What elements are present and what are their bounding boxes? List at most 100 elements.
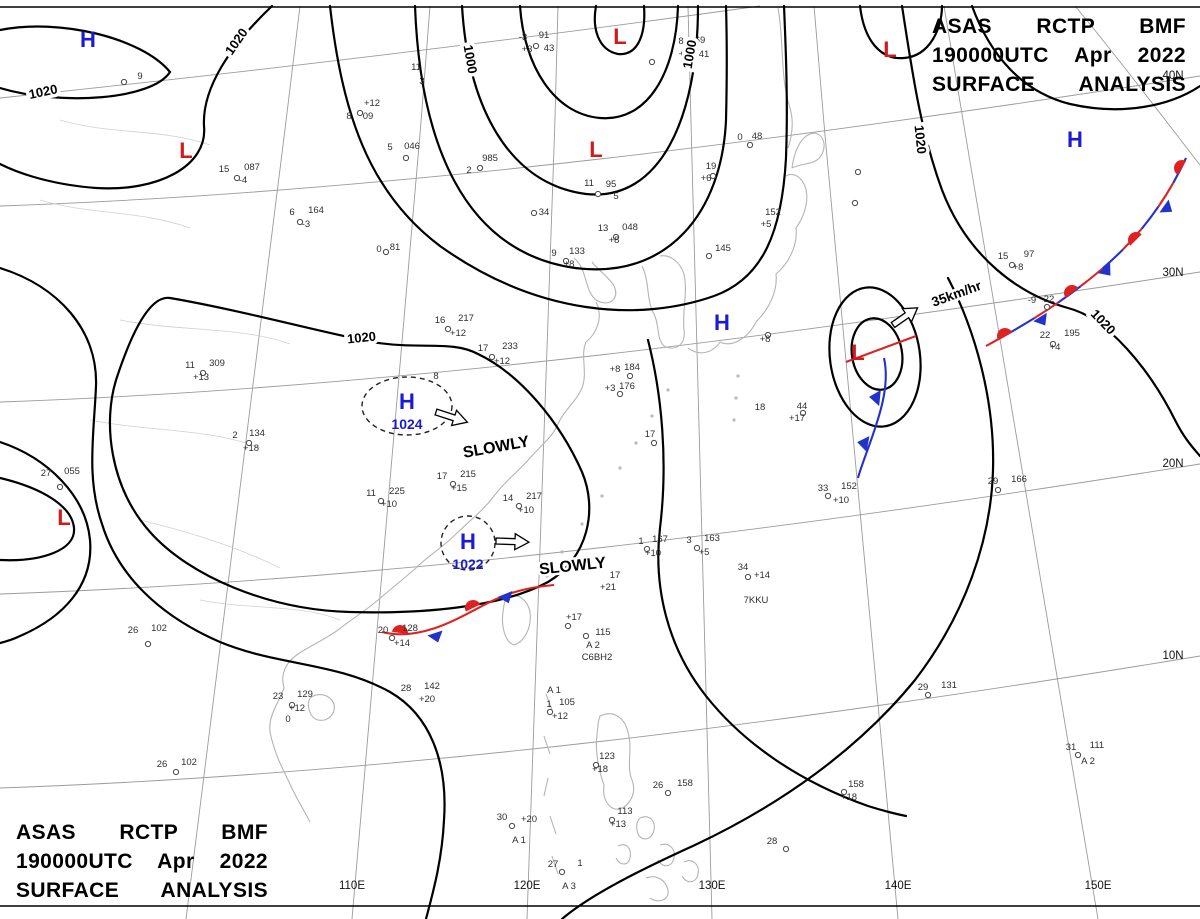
cold-front-symbol xyxy=(1097,262,1111,276)
isobar-label: 1000 xyxy=(461,44,481,75)
coast-philippine-islands xyxy=(615,816,699,902)
station-data-label: +18 xyxy=(841,792,857,803)
station-data-label: 215 xyxy=(460,469,476,480)
high-pressure-center: H xyxy=(460,529,476,554)
station-data-label: 167 xyxy=(652,534,668,545)
isobar-label: 1020 xyxy=(27,81,58,102)
isobar xyxy=(970,4,1200,111)
latitude-label: 30N xyxy=(1162,267,1183,279)
station-data-label: 128 xyxy=(402,623,418,634)
dashed-high-outline xyxy=(361,376,453,436)
station-data-label: 27 xyxy=(41,468,52,479)
station-data-label: 217 xyxy=(526,491,542,502)
island-dot xyxy=(618,466,622,470)
longitude-line xyxy=(526,5,559,919)
station-data-label: 217 xyxy=(458,313,474,324)
analysis-type: SURFACE ANALYSIS xyxy=(932,73,1186,96)
stationary-front-line xyxy=(985,157,1187,347)
low-pressure-center: L xyxy=(883,37,896,62)
station-data-label: +17 xyxy=(566,612,582,623)
station-data-label: 113 xyxy=(617,806,632,817)
station-data-label: 111 xyxy=(1090,740,1104,751)
station-data-label: 142 xyxy=(424,681,440,692)
station-data-label: 166 xyxy=(1011,474,1027,485)
station-data-label: 105 xyxy=(559,697,575,708)
isobar-label: 1020 xyxy=(222,25,251,57)
isobar xyxy=(328,4,788,312)
station-data-label: +12 xyxy=(450,328,466,339)
station-data-label: 0 xyxy=(285,714,290,725)
station-circle xyxy=(594,190,602,198)
station-circle xyxy=(1043,303,1051,311)
station-data-label: 48 xyxy=(752,131,763,142)
station-circle xyxy=(382,248,390,256)
river-line xyxy=(59,119,211,146)
isobar xyxy=(0,476,76,562)
station-data-label: 5 xyxy=(387,142,392,153)
dashed-high-outlines xyxy=(361,376,496,571)
isobar-low-oval xyxy=(828,286,922,428)
station-data-label: 33 xyxy=(818,483,829,494)
station-data-label: +3 xyxy=(605,383,616,394)
station-data-label: 17 xyxy=(645,429,656,440)
cold-front-symbol xyxy=(869,390,881,406)
station-circle xyxy=(476,164,484,172)
longitude-label: 120E xyxy=(514,880,541,892)
station-data-label: +10 xyxy=(833,495,849,506)
station-data-label: +8 xyxy=(564,259,575,270)
station-data-label: 2 xyxy=(466,165,471,176)
station-data-label: 123 xyxy=(599,751,615,762)
station-circle xyxy=(626,372,634,380)
longitude-line xyxy=(1074,5,1200,166)
station-data-label: 8 xyxy=(346,111,351,122)
station-data-label: +21 xyxy=(600,582,616,593)
motion-annotation: 35km/hr xyxy=(930,278,984,310)
station-circle xyxy=(854,168,862,176)
station-data-label: 1 xyxy=(638,536,643,547)
station-circle xyxy=(296,218,304,226)
isobar xyxy=(593,4,646,56)
station-data-label: +3 xyxy=(522,44,533,55)
station-circle xyxy=(1074,751,1082,759)
station-data-label: 0 xyxy=(376,244,381,255)
low-pressure-center: L xyxy=(851,340,864,365)
movement-arrows xyxy=(434,307,919,551)
river-line xyxy=(89,419,261,449)
station-circle xyxy=(693,544,701,552)
island-dot xyxy=(634,441,638,445)
station-data-label: +15 xyxy=(451,483,467,494)
station-data-label: +17 xyxy=(789,413,805,424)
station-data-label: 195 xyxy=(1064,328,1080,339)
motion-annotation: SLOWLY xyxy=(462,433,531,461)
station-circle xyxy=(120,78,128,86)
station-circle xyxy=(994,486,1002,494)
station-circle xyxy=(532,42,540,50)
isobar xyxy=(0,4,274,190)
stationary-front-line xyxy=(381,583,555,636)
latitude-line xyxy=(0,271,1200,403)
station-data-label: +20 xyxy=(419,694,435,705)
latitude-line xyxy=(0,655,1200,789)
station-data-label: +20 xyxy=(521,814,537,825)
isobar-1020-loop xyxy=(108,296,591,614)
station-data-label: 43 xyxy=(544,43,555,54)
low-pressure-center: L xyxy=(589,137,602,162)
analysis-id: ASAS RCTP BMF xyxy=(932,15,1186,38)
longitude-label: 150E xyxy=(1085,880,1112,892)
station-data-label: 046 xyxy=(404,141,420,152)
stationary-front-line xyxy=(985,157,1187,347)
island-dot xyxy=(734,396,738,400)
station-data-label: 29 xyxy=(988,476,999,487)
station-data-label: 13 xyxy=(598,223,609,234)
longitude-label: 140E xyxy=(885,880,912,892)
station-data-label: 1 xyxy=(577,858,582,869)
station-data-label: 97 xyxy=(1024,249,1035,260)
longitude-label: 110E xyxy=(339,880,365,892)
station-data-label: 18 xyxy=(755,402,766,413)
coast-china xyxy=(269,257,617,823)
station-circle xyxy=(799,409,807,417)
station-data-label: 8 xyxy=(678,36,683,47)
station-circle xyxy=(508,822,516,830)
station-circle xyxy=(782,845,790,853)
isobars xyxy=(0,4,1200,919)
